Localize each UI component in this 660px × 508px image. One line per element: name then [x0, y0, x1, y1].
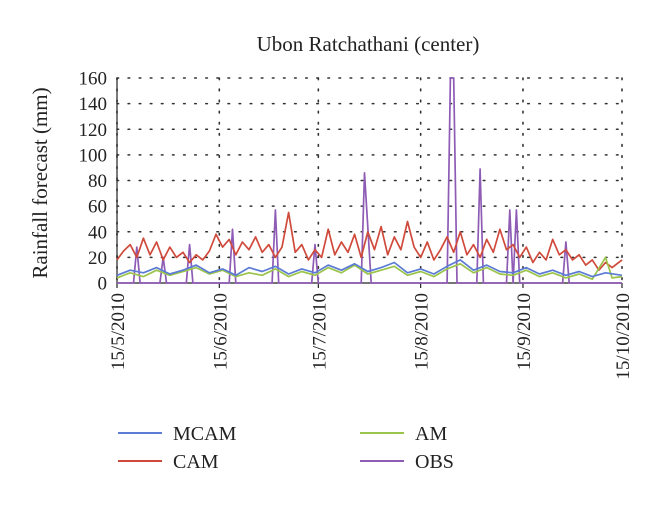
x-tick-label: 15/5/2010	[108, 293, 129, 370]
x-tick-label: 15/8/2010	[412, 293, 433, 370]
x-tick-label: 15/7/2010	[309, 293, 330, 370]
chart-title: Ubon Ratchathani (center)	[257, 32, 480, 56]
series-lines	[116, 77, 623, 284]
y-tick-label: 160	[79, 69, 108, 90]
y-tick-label: 140	[79, 94, 108, 115]
y-tick-label: 40	[88, 222, 107, 243]
y-axis-label: Rainfall forecast (mm)	[28, 87, 52, 278]
x-tick-label: 15/6/2010	[210, 293, 231, 370]
y-tick-label: 80	[88, 171, 107, 192]
series-line-cam	[116, 211, 623, 272]
x-tick-labels: 15/5/2010 15/6/2010 15/7/2010 15/8/2010 15/9…	[108, 293, 634, 380]
y-tick-label: 20	[88, 248, 107, 269]
x-tick-label: 15/9/2010	[514, 293, 535, 370]
legend: MCAM CAM AM OBS	[118, 423, 454, 473]
series-line-am	[116, 256, 623, 281]
y-tick-label: 60	[88, 197, 107, 218]
legend-label-mcam: MCAM	[173, 423, 237, 445]
legend-label-am: AM	[415, 423, 447, 445]
legend-label-obs: OBS	[415, 451, 454, 473]
series-line-obs	[117, 77, 622, 284]
y-tick-label: 120	[79, 120, 108, 141]
x-tick-label: 15/10/2010	[613, 293, 634, 380]
y-tick-label: 100	[79, 145, 108, 166]
y-tick-label: 0	[98, 274, 108, 295]
y-tick-labels: 0 20 40 60 80 100 120 140 160	[79, 69, 108, 295]
legend-label-cam: CAM	[173, 451, 219, 473]
series-line-mcam	[116, 259, 623, 278]
